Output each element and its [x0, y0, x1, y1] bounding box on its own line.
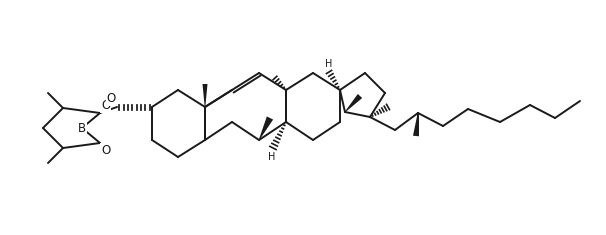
Polygon shape	[259, 116, 273, 140]
Polygon shape	[413, 113, 419, 136]
Polygon shape	[202, 84, 207, 107]
Text: H: H	[268, 152, 276, 162]
Text: O: O	[107, 92, 116, 105]
Text: O: O	[101, 99, 110, 112]
Text: H: H	[325, 59, 333, 69]
Polygon shape	[345, 94, 362, 112]
Text: B: B	[78, 121, 86, 134]
Text: O: O	[101, 144, 110, 157]
